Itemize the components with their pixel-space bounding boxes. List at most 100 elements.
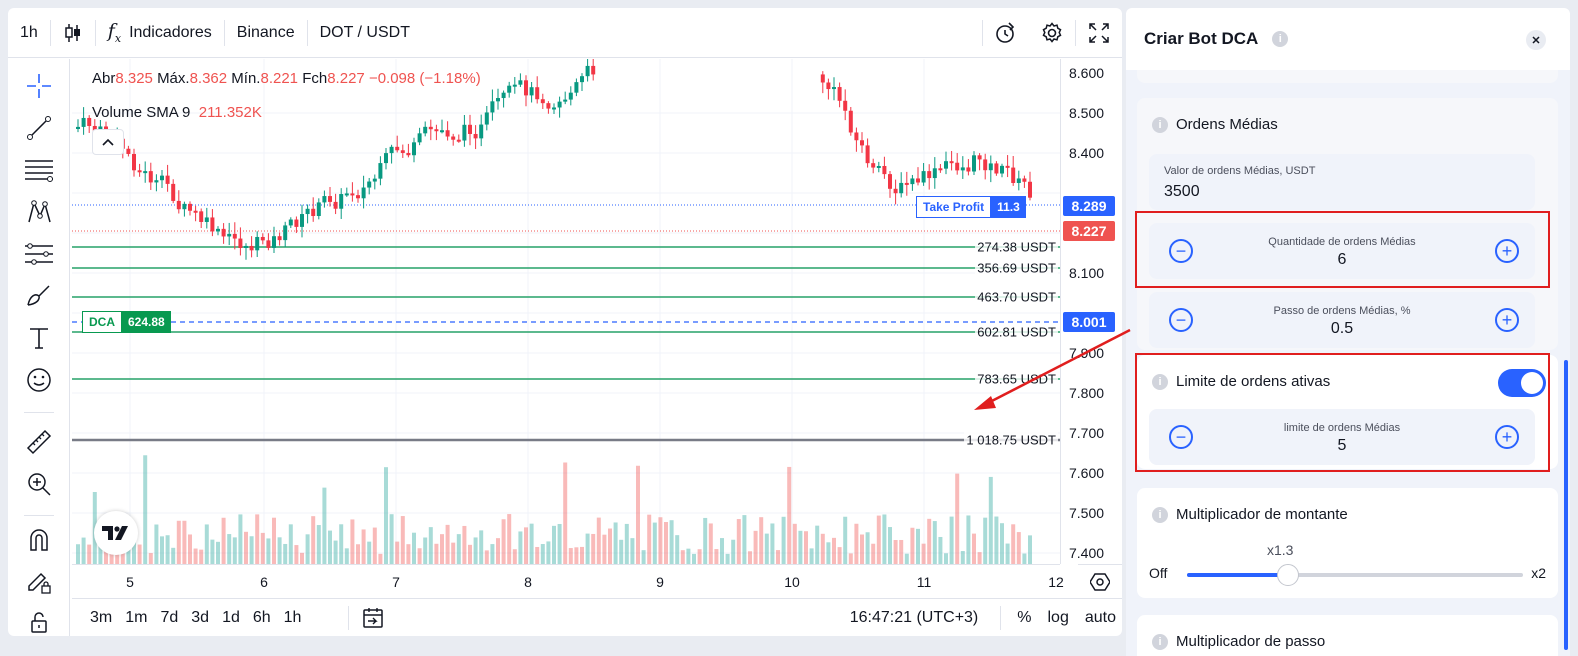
- magnet-tool[interactable]: [22, 523, 56, 557]
- candle-body: [899, 182, 904, 194]
- panel-title: Criar Bot DCA: [1144, 29, 1259, 48]
- alert-button[interactable]: [983, 8, 1029, 58]
- time-axis[interactable]: 5 6 7 8 9 10 11 12: [72, 564, 1064, 598]
- pattern-icon: [28, 200, 51, 223]
- fib-tool[interactable]: [22, 153, 56, 187]
- volume-bar: [932, 521, 937, 564]
- brush-tool[interactable]: [22, 279, 56, 313]
- limite-field-value[interactable]: 5: [1337, 437, 1347, 454]
- decrement-button[interactable]: −: [1169, 239, 1193, 263]
- info-icon[interactable]: i: [1152, 633, 1168, 650]
- volume-bar: [927, 518, 932, 564]
- candle-body: [843, 100, 848, 111]
- ohlc-row: Abr8.325 Máx.8.362 Mín.8.221 Fch8.227 −0…: [92, 69, 481, 89]
- volume-bar: [434, 543, 439, 564]
- increment-button[interactable]: +: [1495, 308, 1519, 332]
- legend-collapse-button[interactable]: [92, 129, 124, 155]
- percent-scale-button[interactable]: %: [1017, 609, 1032, 626]
- montante-slider[interactable]: [1187, 564, 1523, 586]
- valor-ordens-value[interactable]: 3500: [1164, 183, 1200, 200]
- candle-body: [126, 148, 131, 154]
- valor-ordens-field[interactable]: Valor de ordens Médias, USDT 3500: [1149, 154, 1535, 210]
- clock-label[interactable]: 16:47:21 (UTC+3): [849, 609, 979, 626]
- candle-body: [445, 130, 450, 137]
- forecast-tool[interactable]: [22, 237, 56, 271]
- candle-body: [568, 92, 573, 100]
- candle-body: [171, 183, 176, 201]
- info-icon[interactable]: i: [1272, 31, 1289, 47]
- range-button-7d[interactable]: 7d: [160, 609, 179, 626]
- lock-open-icon: [31, 612, 47, 633]
- range-button-3m[interactable]: 3m: [90, 609, 113, 626]
- info-icon[interactable]: i: [1152, 506, 1168, 523]
- candle-body: [535, 87, 540, 100]
- tradingview-logo[interactable]: [94, 511, 138, 555]
- auto-scale-button[interactable]: auto: [1084, 609, 1116, 626]
- volume-bar: [910, 527, 915, 564]
- range-buttons: 3m 1m 7d 3d 1d 6h 1h: [90, 599, 301, 636]
- interval-button[interactable]: 1h: [8, 8, 50, 58]
- price-tick: 7.800: [1069, 385, 1105, 401]
- limite-toggle[interactable]: [1498, 369, 1546, 397]
- crosshair-tool[interactable]: [22, 69, 56, 103]
- text-tool[interactable]: [22, 321, 56, 355]
- plus-icon: +: [1501, 310, 1513, 330]
- zoom-tool[interactable]: [22, 467, 56, 501]
- range-button-1m[interactable]: 1m: [125, 609, 148, 626]
- close-button[interactable]: [1526, 30, 1546, 50]
- take-profit-marker[interactable]: Take Profit 11.3: [916, 196, 1026, 218]
- pattern-tool[interactable]: [22, 195, 56, 229]
- volume-bar: [882, 514, 887, 564]
- volume-bar: [764, 533, 769, 564]
- calendar-goto-icon[interactable]: [361, 606, 385, 630]
- last-price-tag: 8.227: [1063, 221, 1115, 241]
- dca-value: 624.88: [122, 311, 171, 333]
- chart-type-button[interactable]: [51, 8, 95, 58]
- brush-icon: [27, 285, 50, 306]
- dca-marker[interactable]: DCA 624.88: [82, 311, 171, 333]
- log-scale-button[interactable]: log: [1047, 609, 1069, 626]
- volume-bar: [367, 541, 372, 564]
- volume-bar: [966, 515, 971, 564]
- lock-tool[interactable]: [22, 605, 56, 636]
- trendline-tool[interactable]: [22, 111, 56, 145]
- price-axis[interactable]: 8.6008.5008.4008.2008.1007.9007.8007.700…: [1060, 59, 1122, 564]
- ruler-tool[interactable]: [22, 425, 56, 459]
- volume-bar: [899, 539, 904, 564]
- range-button-3d[interactable]: 3d: [191, 609, 210, 626]
- panel-scroll-area[interactable]: i Ordens Médias Valor de ordens Médias, …: [1126, 70, 1570, 656]
- range-button-1h[interactable]: 1h: [283, 609, 302, 626]
- volume-bar: [776, 550, 780, 564]
- candle-body: [479, 124, 484, 139]
- limite-stepper: − limite de ordens Médias 5 +: [1149, 409, 1535, 465]
- volume-bar: [1005, 543, 1010, 564]
- gear-icon: [1042, 22, 1062, 43]
- panel-scrollbar[interactable]: [1564, 360, 1568, 650]
- emoji-tool[interactable]: [22, 363, 56, 397]
- candle-body: [871, 163, 876, 168]
- volume-bar: [664, 522, 668, 564]
- volume-bar: [753, 530, 758, 564]
- slider-handle[interactable]: [1276, 564, 1299, 586]
- lock-drawing-tool[interactable]: [22, 565, 56, 599]
- symbol-label[interactable]: DOT / USDT: [319, 23, 410, 41]
- passo-value[interactable]: 0.5: [1330, 320, 1354, 337]
- info-icon[interactable]: i: [1152, 373, 1168, 390]
- exchange-label[interactable]: Binance: [236, 23, 295, 41]
- decrement-button[interactable]: −: [1169, 425, 1193, 449]
- range-button-1d[interactable]: 1d: [222, 609, 240, 626]
- increment-button[interactable]: +: [1495, 425, 1519, 449]
- axis-settings-button[interactable]: [1078, 564, 1122, 598]
- indicators-button[interactable]: fx Indicadores: [96, 8, 224, 58]
- fullscreen-button[interactable]: [1076, 8, 1122, 58]
- chart-plot-area[interactable]: Abr8.325 Máx.8.362 Mín.8.221 Fch8.227 −0…: [72, 59, 1060, 564]
- minus-icon: −: [1175, 241, 1187, 261]
- decrement-button[interactable]: −: [1169, 308, 1193, 332]
- candle-body: [333, 201, 338, 209]
- increment-button[interactable]: +: [1495, 239, 1519, 263]
- settings-button[interactable]: [1029, 8, 1075, 58]
- candle-body: [456, 139, 461, 142]
- quantidade-value[interactable]: 6: [1337, 251, 1347, 268]
- info-icon[interactable]: i: [1152, 116, 1168, 133]
- range-button-6h[interactable]: 6h: [252, 609, 271, 626]
